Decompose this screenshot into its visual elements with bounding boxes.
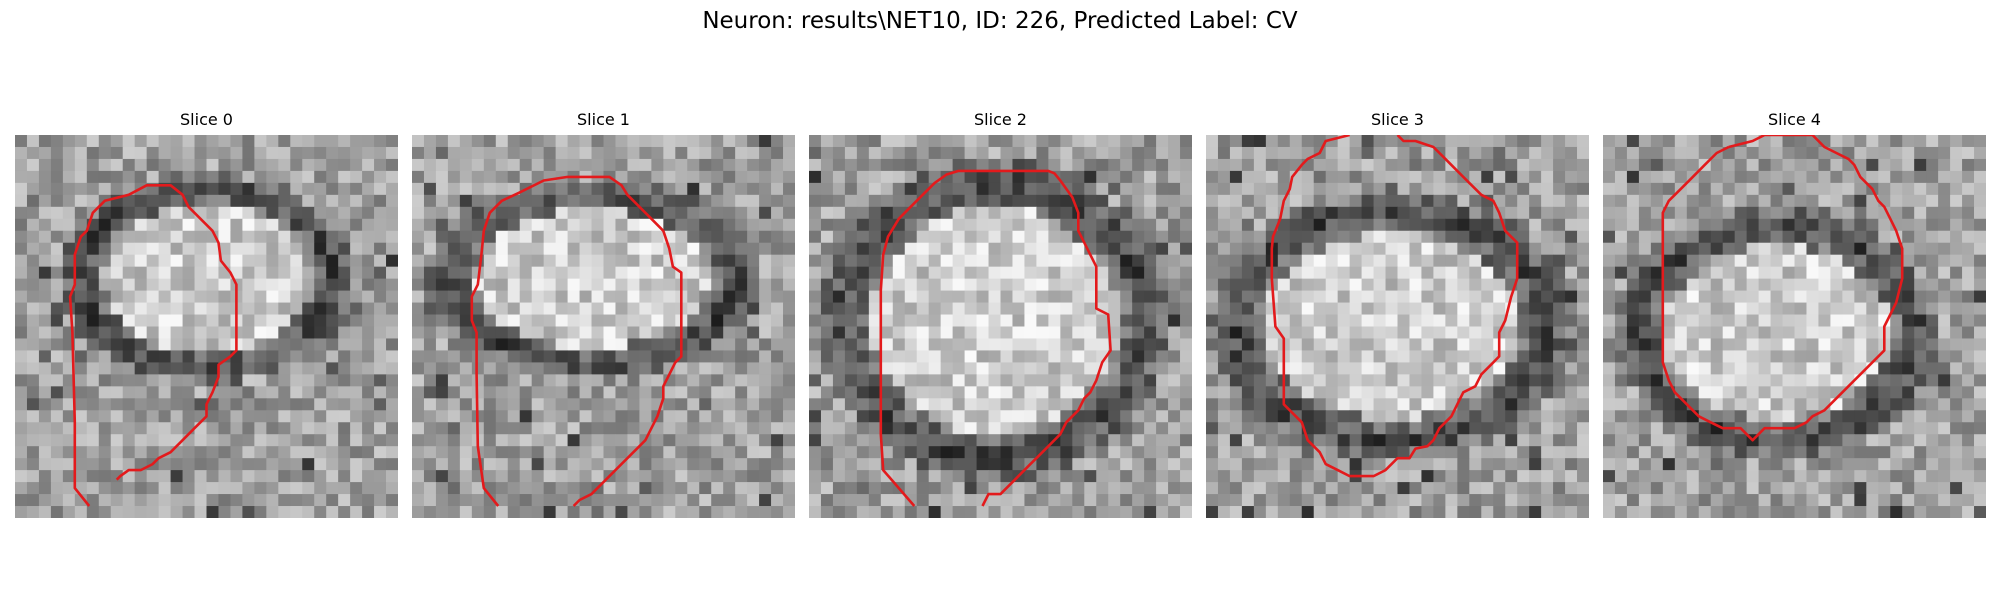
slice-image-1 xyxy=(412,135,795,518)
slice-image-2 xyxy=(809,135,1192,518)
slice-panel-1: Slice 1 xyxy=(412,110,795,520)
segmentation-contour xyxy=(68,183,238,507)
pixel-grid xyxy=(1603,135,1986,518)
segmentation-contour xyxy=(1270,135,1519,478)
slice-panel-0: Slice 0 xyxy=(15,110,398,520)
pixel-grid xyxy=(809,135,1192,518)
segmentation-contour xyxy=(879,169,1112,507)
slice-title: Slice 1 xyxy=(577,110,630,129)
slice-title: Slice 0 xyxy=(180,110,233,129)
segmentation-contour xyxy=(470,175,683,507)
slice-panel-3: Slice 3 xyxy=(1206,110,1589,520)
segmentation-contour xyxy=(1661,135,1904,442)
slice-title: Slice 2 xyxy=(974,110,1027,129)
slice-image-4 xyxy=(1603,135,1986,518)
slice-image-0 xyxy=(15,135,398,518)
slice-title: Slice 3 xyxy=(1371,110,1424,129)
slice-panel-2: Slice 2 xyxy=(809,110,1192,520)
figure-title: Neuron: results\NET10, ID: 226, Predicte… xyxy=(702,8,1298,34)
pixel-grid xyxy=(1206,135,1589,518)
slice-panel-4: Slice 4 xyxy=(1603,110,1986,520)
slice-title: Slice 4 xyxy=(1768,110,1821,129)
pixel-grid xyxy=(412,135,795,518)
pixel-grid xyxy=(15,135,398,518)
slice-image-3 xyxy=(1206,135,1589,518)
